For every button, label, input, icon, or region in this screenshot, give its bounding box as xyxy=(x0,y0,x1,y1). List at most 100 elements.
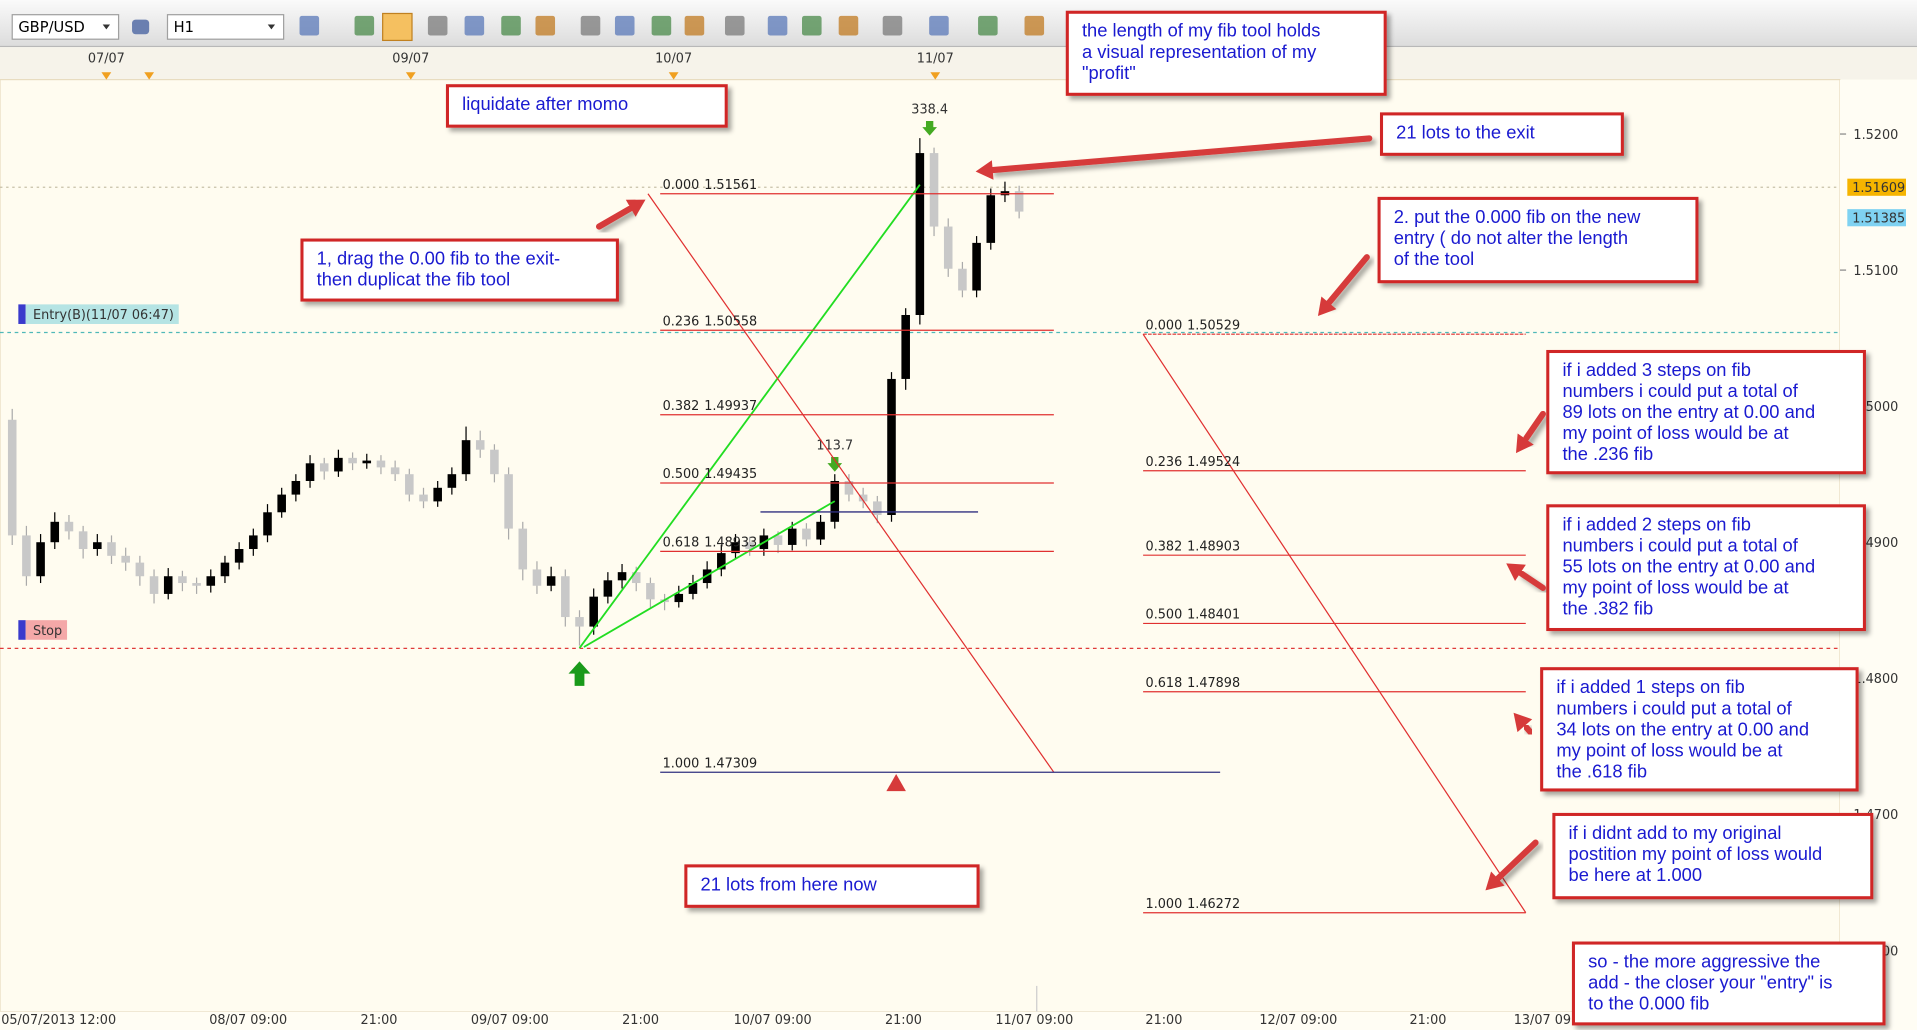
price-tag-label: 1.51609 xyxy=(1852,181,1905,196)
toolbar-button[interactable] xyxy=(929,15,949,36)
candle-body xyxy=(277,494,286,513)
annotation-text: if i added 3 steps on fib xyxy=(1562,359,1751,380)
x-tick-label: 21:00 xyxy=(361,1013,398,1028)
fib-level-ratio: 0.618 xyxy=(663,535,700,550)
candle-body xyxy=(149,576,159,594)
annotation-box xyxy=(1379,112,1624,156)
timeframe-dropdown[interactable] xyxy=(166,14,285,40)
candle-body xyxy=(178,576,187,584)
fib-level-ratio: 1.000 xyxy=(1146,897,1183,912)
link-icon[interactable] xyxy=(132,19,150,35)
annotation-text: the length of my fib tool holds xyxy=(1082,20,1320,41)
x-tick-label: 08/07 09:00 xyxy=(209,1013,287,1028)
toolbar-button[interactable] xyxy=(978,15,998,36)
fib-level-ratio: 0.000 xyxy=(663,178,700,193)
candle-body xyxy=(234,549,244,563)
candle-body xyxy=(929,153,939,227)
callout-arrowhead xyxy=(1513,712,1533,733)
order-flag xyxy=(18,304,26,324)
fib-level-price: 1.50529 xyxy=(1187,318,1240,333)
candle-body xyxy=(617,572,627,581)
annotation-box xyxy=(445,84,728,128)
callout-arrowhead xyxy=(886,774,906,792)
fib-level-ratio: 1.000 xyxy=(663,756,700,771)
candle-body xyxy=(291,480,301,495)
order-label-bg xyxy=(25,620,68,640)
candle-body xyxy=(390,467,400,475)
toolbar-button[interactable] xyxy=(1024,15,1045,36)
candle-body xyxy=(135,562,145,577)
fib-level-price: 1.46272 xyxy=(1187,897,1240,912)
fib-level-ratio: 0.382 xyxy=(1146,539,1183,554)
toolbar-button[interactable] xyxy=(651,15,672,36)
callout-arrowhead xyxy=(1485,871,1505,891)
annotation-box xyxy=(1552,812,1874,900)
price-tag xyxy=(1847,178,1906,196)
date-bar xyxy=(0,47,1917,80)
x-tick-label: 21:00 xyxy=(1145,1013,1182,1028)
candle-body xyxy=(107,542,116,556)
toolbar-button[interactable] xyxy=(882,15,903,36)
annotation-box xyxy=(684,864,980,908)
callout-arrowhead xyxy=(1506,563,1526,582)
candle-body xyxy=(731,542,740,554)
fib-level-price: 1.49435 xyxy=(704,467,757,482)
toolbar-button[interactable] xyxy=(838,15,859,36)
candle-body xyxy=(986,195,996,243)
candle-body xyxy=(206,576,216,586)
order-label: Stop xyxy=(33,624,62,639)
annotation-box xyxy=(1546,349,1866,475)
dropdown-caret xyxy=(102,24,111,30)
top-date-label: 09/07 xyxy=(392,51,429,66)
toolbar-button-active[interactable] xyxy=(382,12,413,42)
toolbar-button[interactable] xyxy=(464,15,485,36)
candle-body xyxy=(220,562,230,577)
candle-body xyxy=(546,576,556,586)
annotation-text: to the 0.000 fib xyxy=(1588,993,1709,1014)
toolbar-button[interactable] xyxy=(802,15,822,36)
annotation-text: the .382 fib xyxy=(1562,598,1653,619)
top-date-label: 10/07 xyxy=(655,51,692,66)
fib-level-ratio: 0.500 xyxy=(663,467,700,482)
signal-arrow xyxy=(922,120,937,136)
toolbar-button[interactable] xyxy=(427,15,448,36)
toolbar-button[interactable] xyxy=(535,15,556,36)
order-label-bg xyxy=(25,304,179,324)
candle-body xyxy=(873,501,882,516)
annotation-text: a visual representation of my xyxy=(1082,41,1317,62)
candle-body xyxy=(376,460,386,468)
callout-arrowhead xyxy=(975,160,994,180)
candle-body xyxy=(958,268,967,291)
toolbar-button[interactable] xyxy=(299,15,320,36)
callout-arrowhead xyxy=(1317,296,1337,316)
candle-body xyxy=(589,596,598,627)
candle-body xyxy=(334,457,343,472)
candle-body xyxy=(163,576,173,594)
candle-body xyxy=(419,494,428,502)
annotation-text: of the tool xyxy=(1394,248,1475,269)
toolbar-button[interactable] xyxy=(354,15,375,36)
fib-level-ratio: 0.236 xyxy=(1146,455,1183,470)
session-marker xyxy=(930,72,941,80)
candle-body xyxy=(887,378,896,516)
symbol-dropdown[interactable] xyxy=(11,14,120,40)
toolbar-button[interactable] xyxy=(580,15,601,36)
annotation-text: the .236 fib xyxy=(1562,443,1653,464)
candle-body xyxy=(901,314,910,379)
candle-body xyxy=(192,583,201,586)
candle-body xyxy=(915,153,925,315)
candle-body xyxy=(22,535,31,577)
toolbar-button[interactable] xyxy=(767,15,788,36)
annotation-text: postition my point of loss would xyxy=(1569,843,1823,864)
toolbar-button[interactable] xyxy=(501,15,521,36)
toolbar-button[interactable] xyxy=(614,15,635,36)
candle-body xyxy=(319,463,329,472)
callout-arrow xyxy=(1494,839,1539,882)
fib-level-ratio: 0.500 xyxy=(1146,608,1183,623)
toolbar-button[interactable] xyxy=(684,15,705,36)
fib-level-price: 1.49524 xyxy=(1187,455,1240,470)
toolbar-button[interactable] xyxy=(724,15,745,36)
annotation-box xyxy=(1571,941,1886,1026)
callout-arrow xyxy=(1521,722,1534,736)
fib-level-ratio: 0.236 xyxy=(663,314,700,329)
